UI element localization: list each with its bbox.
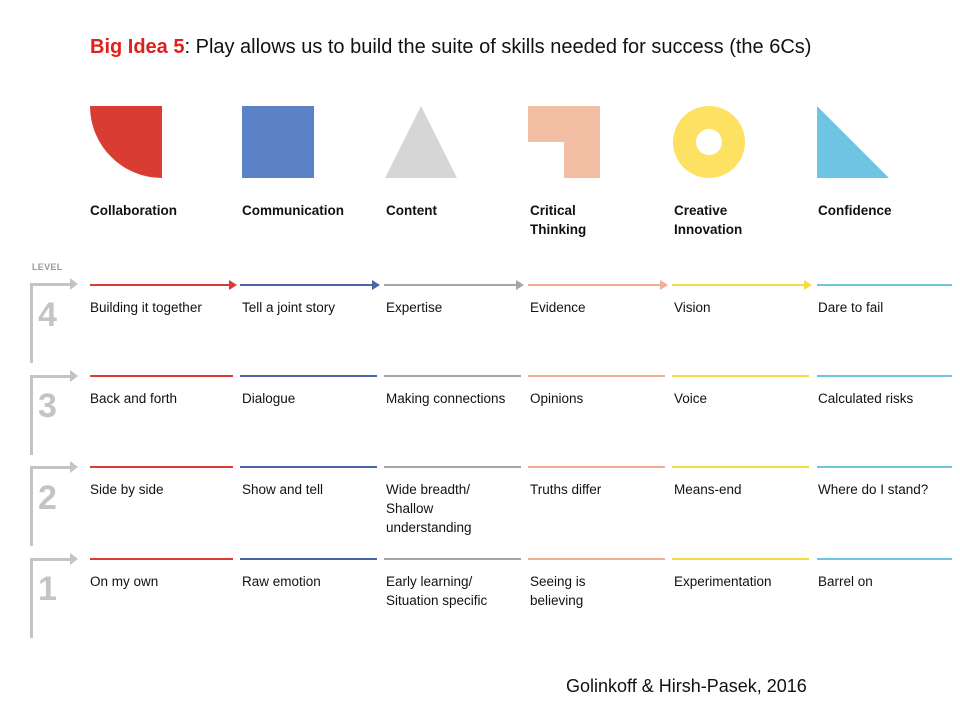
- cell-1-content: Early learning/ Situation specific: [386, 574, 488, 608]
- level-2-creative-line: [672, 466, 809, 468]
- level-4-creative-arrow: [672, 280, 812, 290]
- cell-2-collaboration: Side by side: [90, 482, 164, 497]
- cell-4-content: Expertise: [386, 300, 443, 315]
- level-4-communication-arrow: [240, 280, 380, 290]
- level-2-communication-line: [240, 466, 377, 468]
- heading-communication: Communication: [242, 203, 345, 218]
- slide-title: Big Idea 5: Play allows us to build the …: [90, 34, 870, 61]
- level-3-creative-line: [672, 375, 809, 377]
- critical-thinking-l-shape-icon: [528, 106, 600, 178]
- level-4-number: 4: [38, 296, 57, 334]
- level-3-content-line: [384, 375, 521, 377]
- level-1-confidence-line: [817, 558, 952, 560]
- level-1-communication-line: [240, 558, 377, 560]
- level-2-collaboration-line: [90, 466, 233, 468]
- level-3-confidence-line: [817, 375, 952, 377]
- cell-1-creative-innovation: Experimentation: [674, 574, 772, 589]
- content-triangle-icon: [385, 106, 457, 178]
- cell-1-collaboration: On my own: [90, 574, 159, 589]
- cell-3-content: Making connections: [386, 391, 506, 406]
- cell-1-critical-thinking: Seeing is believing: [530, 574, 586, 608]
- cell-2-content: Wide breadth/ Shallow understanding: [386, 482, 472, 535]
- cell-2-confidence: Where do I stand?: [818, 482, 929, 497]
- heading-creative-innovation: Creative Innovation: [674, 203, 743, 237]
- title-text: : Play allows us to build the suite of s…: [184, 36, 812, 58]
- level-2-number: 2: [38, 479, 57, 517]
- citation: Golinkoff & Hirsh-Pasek, 2016: [566, 676, 807, 696]
- confidence-right-triangle-icon: [817, 106, 889, 178]
- heading-content: Content: [386, 203, 437, 218]
- level-3-number: 3: [38, 387, 57, 425]
- level-3-collaboration-line: [90, 375, 233, 377]
- cell-4-creative-innovation: Vision: [674, 300, 711, 315]
- cell-4-confidence: Dare to fail: [818, 300, 884, 315]
- level-1-collaboration-line: [90, 558, 233, 560]
- level-4-collaboration-arrow: [90, 280, 237, 290]
- cell-4-critical-thinking: Evidence: [530, 300, 586, 315]
- cell-3-confidence: Calculated risks: [818, 391, 914, 406]
- heading-collaboration: Collaboration: [90, 203, 177, 218]
- level-3-critical-line: [528, 375, 665, 377]
- level-4-content-arrow: [384, 280, 524, 290]
- cell-3-collaboration: Back and forth: [90, 391, 178, 406]
- level-4-critical-arrow: [528, 280, 668, 290]
- level-1-critical-line: [528, 558, 665, 560]
- heading-confidence: Confidence: [818, 203, 892, 218]
- level-1-creative-line: [672, 558, 809, 560]
- level-1-content-line: [384, 558, 521, 560]
- cell-4-communication: Tell a joint story: [242, 300, 336, 315]
- cell-2-creative-innovation: Means-end: [674, 482, 742, 497]
- cell-3-critical-thinking: Opinions: [530, 391, 584, 406]
- level-1-number: 1: [38, 570, 57, 608]
- level-axis-label: LEVEL: [32, 262, 63, 272]
- level-4-confidence-line: [817, 284, 952, 286]
- heading-critical-thinking: Critical Thinking: [530, 203, 587, 237]
- big-idea-label: Big Idea 5: [90, 36, 185, 58]
- level-2-confidence-line: [817, 466, 952, 468]
- collaboration-quarter-circle-icon: [90, 106, 162, 178]
- cell-4-collaboration: Building it together: [90, 300, 202, 315]
- creative-innovation-ring-icon: [673, 106, 745, 178]
- level-2-critical-line: [528, 466, 665, 468]
- cell-2-communication: Show and tell: [242, 482, 324, 497]
- communication-square-icon: [242, 106, 314, 178]
- cell-1-confidence: Barrel on: [818, 574, 873, 589]
- level-2-content-line: [384, 466, 521, 468]
- level-3-communication-line: [240, 375, 377, 377]
- cell-3-communication: Dialogue: [242, 391, 296, 406]
- cell-1-communication: Raw emotion: [242, 574, 321, 589]
- cell-3-creative-innovation: Voice: [674, 391, 708, 406]
- cell-2-critical-thinking: Truths differ: [530, 482, 602, 497]
